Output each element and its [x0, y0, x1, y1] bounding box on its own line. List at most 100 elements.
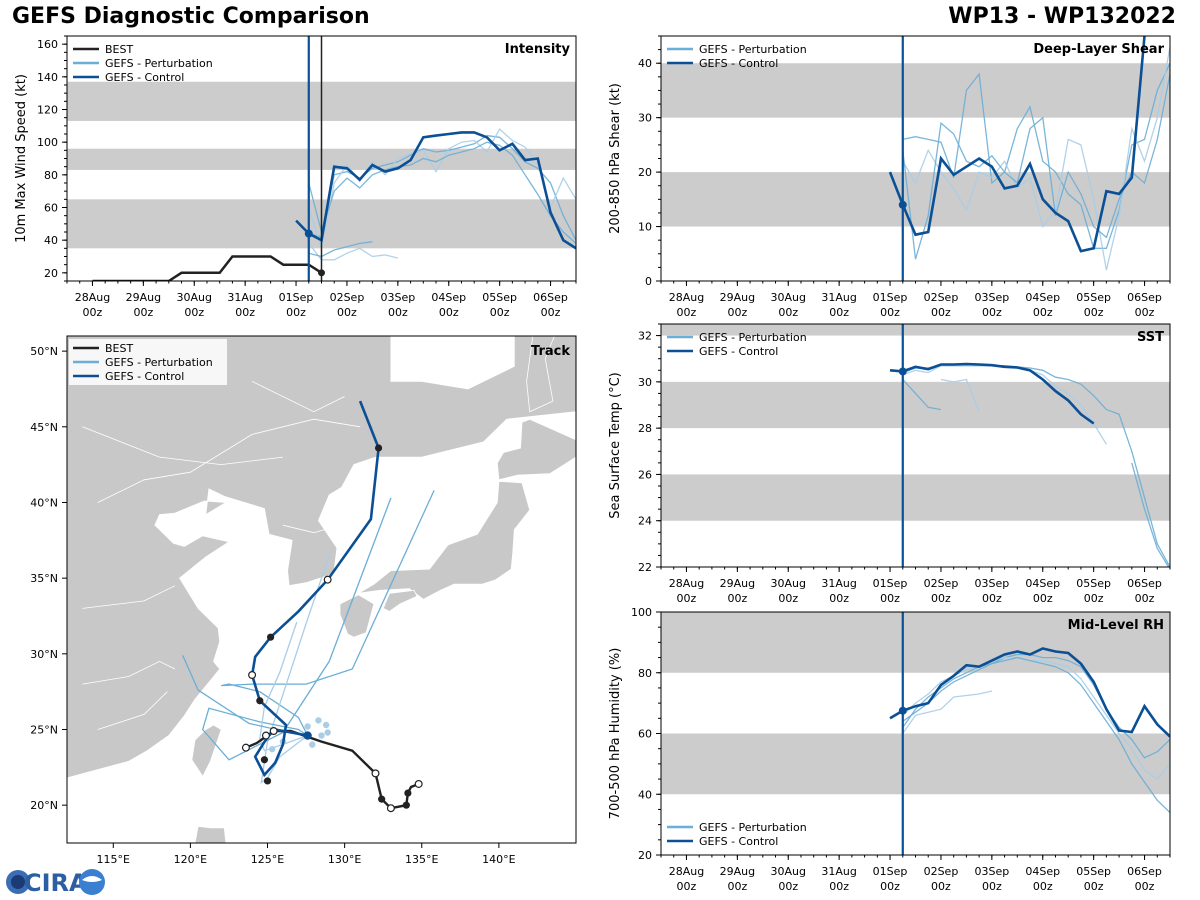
legend-label: GEFS - Perturbation: [699, 43, 807, 56]
lon-tick-label: 140°E: [482, 853, 515, 866]
x-tick-label-hour: 00z: [1033, 306, 1053, 319]
x-tick-label-day: 30Aug: [771, 291, 806, 304]
chart-title-left: GEFS Diagnostic Comparison: [12, 4, 370, 29]
y-tick-label: 24: [638, 515, 652, 528]
x-tick-label-hour: 00z: [931, 880, 951, 893]
x-tick-label-hour: 00z: [1033, 880, 1053, 893]
lat-tick-label: 45°N: [30, 421, 58, 434]
x-tick-label-day: 29Aug: [720, 865, 755, 878]
lat-tick-label: 35°N: [30, 572, 58, 585]
y-tick-label: 20: [638, 849, 652, 862]
legend-label: GEFS - Control: [699, 345, 778, 358]
x-tick-label-hour: 00z: [337, 306, 357, 319]
x-tick-label-day: 05Sep: [1076, 577, 1111, 590]
legend-label: GEFS - Control: [105, 71, 184, 84]
land-shikoku: [382, 589, 418, 612]
land-asia: [67, 336, 576, 779]
x-tick-label-hour: 00z: [931, 306, 951, 319]
x-tick-label-day: 28Aug: [669, 291, 704, 304]
x-tick-label-hour: 00z: [880, 880, 900, 893]
x-tick-label-day: 06Sep: [1127, 577, 1162, 590]
x-tick-label-hour: 00z: [1084, 880, 1104, 893]
legend-label: GEFS - Perturbation: [699, 331, 807, 344]
x-tick-label-day: 30Aug: [771, 577, 806, 590]
lon-tick-label: 125°E: [251, 853, 284, 866]
perturbation-line: [308, 243, 399, 261]
cira-logo: CIRA: [6, 869, 105, 897]
x-tick-label-hour: 00z: [677, 592, 697, 605]
x-tick-label-day: 02Sep: [924, 865, 959, 878]
y-tick-label: 60: [44, 202, 58, 215]
control-line: [889, 647, 1170, 738]
control-track-open-point: [323, 575, 332, 584]
province-border: [82, 426, 283, 466]
legend-label: BEST: [105, 342, 133, 355]
best-track-point: [378, 795, 386, 803]
lon-tick-label: 135°E: [405, 853, 438, 866]
perturbation-marker: [322, 721, 330, 729]
legend-label: BEST: [105, 43, 133, 56]
control-init-point: [898, 200, 907, 209]
province-border: [82, 660, 176, 685]
best-track-point: [260, 756, 269, 764]
best-track-open-point: [261, 731, 270, 740]
threshold-band: [661, 612, 1170, 673]
x-tick-label-hour: 00z: [727, 306, 747, 319]
x-tick-label-day: 31Aug: [821, 865, 856, 878]
threshold-band: [661, 381, 1170, 429]
y-tick-label: 20: [638, 166, 652, 179]
perturbation-marker: [324, 729, 331, 736]
axes-frame: [660, 323, 1171, 568]
perturbation-track: [260, 555, 330, 784]
lat-tick-label: 50°N: [30, 345, 58, 358]
panel-track: 115°E 120°E 125°E 130°E 135°E 140°E 20°N 25°N 30…: [30, 335, 577, 866]
x-tick-label-hour: 00z: [982, 880, 1002, 893]
x-tick-label-day: 04Sep: [1025, 865, 1060, 878]
x-tick-label-day: 03Sep: [974, 291, 1009, 304]
x-tick-label-day: 31Aug: [821, 577, 856, 590]
threshold-band: [661, 474, 1170, 521]
y-axis-label: Sea Surface Temp (°C): [608, 372, 623, 519]
x-tick-label-hour: 00z: [727, 592, 747, 605]
y-tick-label: 30: [638, 376, 652, 389]
y-axis-label: 700-500 hPa Humidity (%): [608, 648, 623, 820]
province-border: [97, 691, 168, 730]
x-tick-label-day: 02Sep: [924, 577, 959, 590]
x-tick-label-day: 29Aug: [720, 291, 755, 304]
x-tick-label-day: 04Sep: [1025, 291, 1060, 304]
x-tick-label-day: 28Aug: [669, 865, 704, 878]
x-tick-label-hour: 00z: [829, 592, 849, 605]
x-tick-label-day: 03Sep: [380, 291, 415, 304]
control-line: [889, 362, 1095, 425]
partner-logo-swoosh: [82, 876, 102, 882]
x-tick-label-day: 03Sep: [974, 865, 1009, 878]
x-tick-label-hour: 00z: [133, 306, 153, 319]
land-honshu: [358, 480, 531, 600]
cira-logo-text: CIRA: [24, 869, 88, 897]
map-area: [67, 336, 576, 843]
perturbation-marker: [304, 723, 311, 730]
perturbation-line: [902, 46, 1170, 271]
y-tick-label: 26: [638, 468, 652, 481]
x-tick-label-hour: 00z: [1135, 592, 1155, 605]
x-tick-label-hour: 00z: [83, 306, 103, 319]
lat-tick-label: 20°N: [30, 799, 58, 812]
legend-label: GEFS - Control: [699, 57, 778, 70]
x-tick-label-day: 01Sep: [873, 291, 908, 304]
panel-title: SST: [1137, 330, 1164, 345]
y-tick-label: 30: [638, 112, 652, 125]
x-tick-label-day: 06Sep: [533, 291, 568, 304]
y-tick-label: 80: [44, 169, 58, 182]
perturbation-marker: [309, 741, 316, 748]
x-tick-label-hour: 00z: [1033, 592, 1053, 605]
province-border: [251, 381, 345, 413]
y-tick-label: 160: [37, 38, 58, 51]
perturbation-line: [902, 653, 1170, 759]
panel-title: Mid-Level RH: [1068, 618, 1164, 633]
y-tick-label: 40: [638, 57, 652, 70]
land-sakhalin: [526, 336, 555, 413]
x-tick-label-hour: 00z: [931, 592, 951, 605]
threshold-band: [661, 63, 1170, 118]
perturbation-line: [940, 378, 980, 413]
